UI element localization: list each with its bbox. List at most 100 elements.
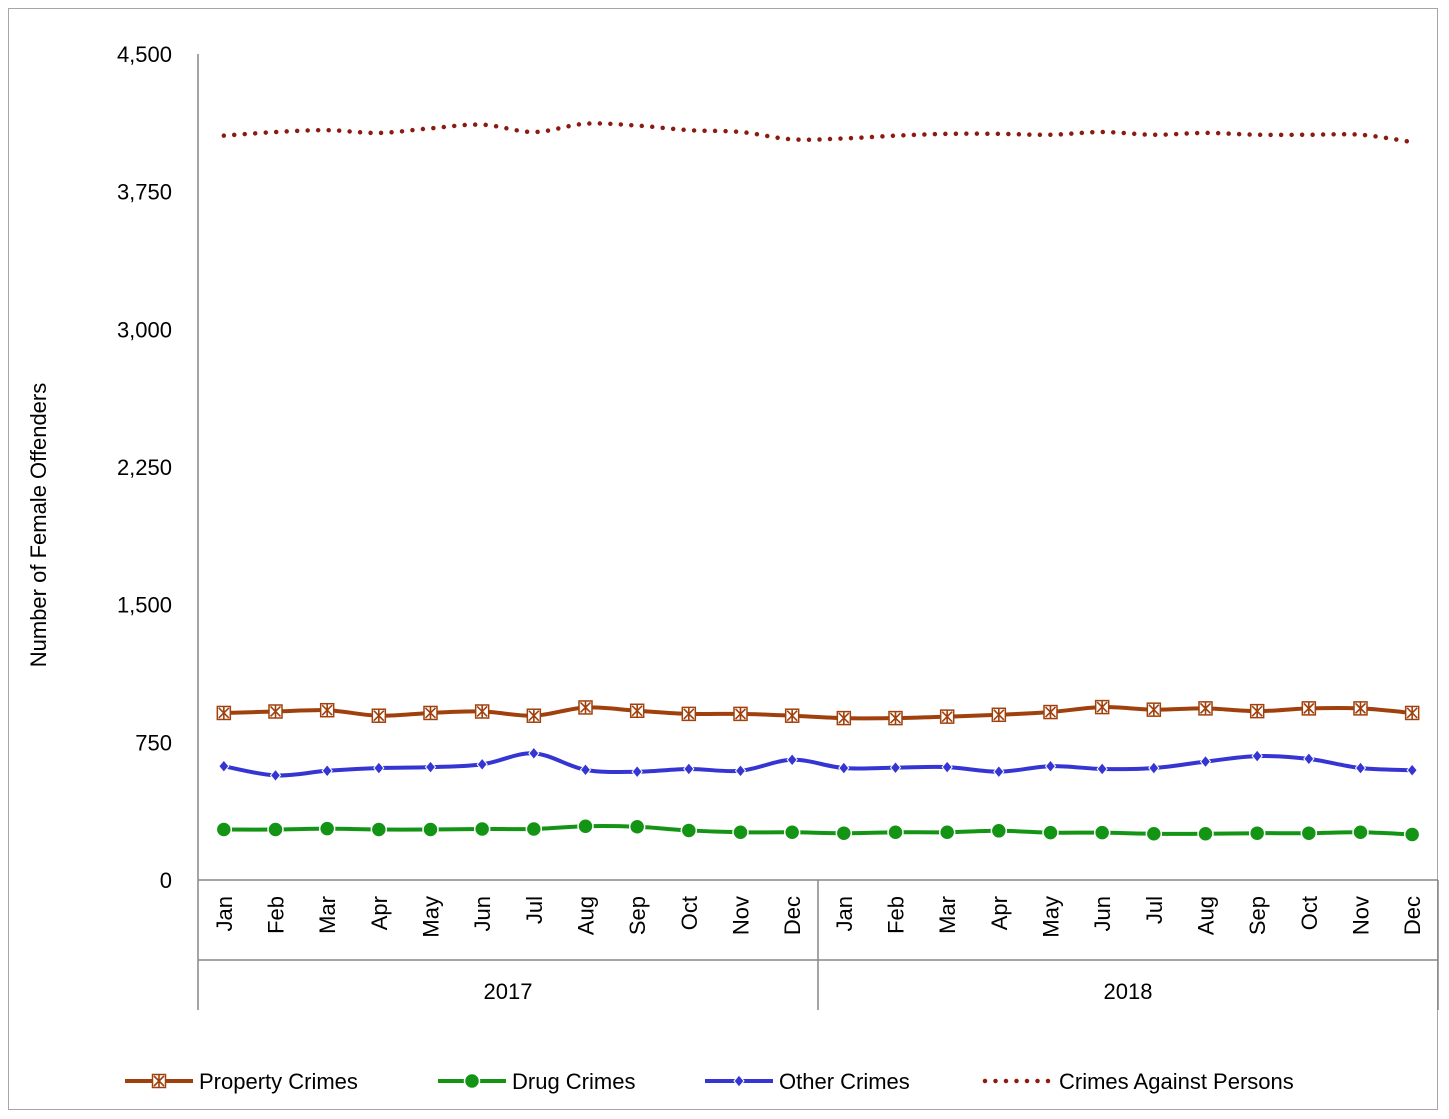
data-point	[683, 762, 695, 776]
data-point	[1249, 703, 1265, 719]
marker-cross	[1199, 702, 1212, 715]
legend: Property Crimes Drug Crimes Other Crimes Cr…	[125, 1069, 1294, 1094]
legend-item: Crimes Against Persons	[982, 1069, 1294, 1094]
data-point	[1197, 825, 1214, 842]
y-tick-label: 0	[160, 868, 172, 893]
data-point	[218, 759, 230, 773]
data-point	[1301, 701, 1317, 716]
marker-cross	[683, 707, 695, 720]
data-point	[577, 817, 594, 835]
legend-marker	[463, 1072, 481, 1090]
series-line	[223, 751, 1413, 778]
data-point	[319, 702, 335, 718]
y-axis-title: Number of Female Offenders	[26, 383, 51, 668]
data-point	[269, 768, 282, 783]
series-line	[221, 121, 1415, 145]
data-point	[1300, 824, 1318, 842]
data-point	[680, 822, 698, 839]
x-tick-label: Aug	[574, 896, 599, 935]
data-point	[786, 752, 798, 767]
data-point	[1199, 754, 1212, 769]
data-point	[1352, 824, 1369, 841]
data-point	[579, 763, 592, 777]
data-point	[528, 746, 540, 761]
data-point	[473, 820, 491, 838]
series-line	[223, 705, 1413, 721]
x-tick-label: Jul	[522, 896, 547, 924]
data-point	[1353, 701, 1368, 716]
marker-cross	[153, 1075, 165, 1087]
marker-cross	[424, 706, 437, 719]
data-point	[628, 818, 646, 836]
data-point	[733, 706, 748, 722]
data-point	[1403, 826, 1421, 843]
data-point	[734, 764, 747, 778]
marker-cross	[476, 705, 488, 718]
data-point	[526, 708, 542, 723]
marker-cross	[1354, 702, 1367, 715]
marker-cross	[1303, 702, 1315, 715]
data-point	[1042, 824, 1059, 841]
data-point	[629, 703, 645, 719]
data-point	[887, 824, 904, 841]
legend-item: Other Crimes	[705, 1069, 910, 1094]
marker-cross	[941, 710, 953, 723]
data-point	[941, 760, 953, 774]
data-point	[1303, 752, 1315, 766]
x-tick-label: Apr	[367, 896, 392, 930]
marker-cross	[1096, 701, 1108, 714]
x-tick-label: May	[1039, 896, 1064, 938]
series-line	[223, 824, 1413, 837]
data-point	[1146, 702, 1162, 717]
chart-frame	[8, 8, 1438, 1110]
x-tick-label: Dec	[780, 896, 805, 935]
x-tick-label: Jan	[212, 896, 237, 931]
data-point	[424, 760, 437, 774]
data-point	[681, 706, 697, 722]
series-drug-crimes	[215, 817, 1421, 843]
y-tick-label: 1,500	[117, 593, 172, 618]
y-tick-label: 750	[135, 730, 172, 755]
x-tick-label: Sep	[1245, 896, 1270, 935]
data-point	[215, 821, 233, 838]
data-point	[1406, 763, 1418, 778]
group-label: 2018	[1104, 979, 1153, 1004]
data-point	[1248, 824, 1266, 842]
x-tick-label: Dec	[1400, 896, 1425, 935]
data-point	[1044, 759, 1057, 773]
series-layer	[215, 121, 1421, 843]
marker-cross	[631, 704, 643, 717]
y-tick-label: 3,000	[117, 317, 172, 342]
data-point	[423, 705, 438, 721]
data-point	[371, 708, 387, 723]
data-point	[888, 710, 903, 726]
marker-cross	[1044, 706, 1057, 719]
y-tick-label: 3,750	[117, 180, 172, 205]
legend-label: Other Crimes	[779, 1069, 910, 1094]
data-point	[422, 821, 439, 838]
y-tick-label: 4,500	[117, 42, 172, 67]
marker-cross	[889, 712, 902, 725]
data-point	[370, 821, 388, 838]
x-tick-label: Jun	[470, 896, 495, 931]
data-point	[525, 820, 543, 838]
marker-cross	[579, 701, 592, 714]
data-point	[474, 704, 490, 719]
data-point	[321, 764, 333, 778]
x-tick-label: Oct	[1297, 896, 1322, 930]
legend-item: Property Crimes	[125, 1069, 358, 1094]
marker-cross	[528, 709, 540, 722]
data-point	[1096, 762, 1108, 776]
data-point	[1093, 824, 1111, 841]
marker-cross	[1251, 705, 1263, 718]
data-point	[631, 764, 643, 779]
marker-cross	[786, 709, 798, 722]
data-point	[1354, 761, 1367, 775]
marker-cross	[321, 704, 333, 717]
data-point	[267, 821, 284, 838]
x-tick-label: Sep	[625, 896, 650, 935]
x-tick-label: Nov	[729, 896, 754, 935]
x-tick-label: Jan	[832, 896, 857, 931]
data-point	[990, 822, 1008, 840]
marker-cross	[269, 705, 282, 718]
